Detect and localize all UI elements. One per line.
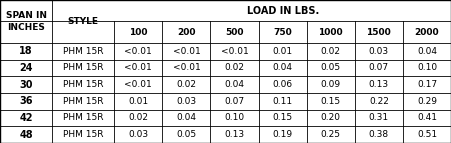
Text: PHM 15R: PHM 15R [63,80,103,89]
Text: PHM 15R: PHM 15R [63,63,103,72]
Text: 0.05: 0.05 [321,63,341,72]
Text: 0.01: 0.01 [128,97,148,106]
Text: STYLE: STYLE [68,17,99,26]
Text: 0.11: 0.11 [272,97,293,106]
Text: 2000: 2000 [414,28,439,37]
Text: 750: 750 [273,28,292,37]
Text: SPAN IN
INCHES: SPAN IN INCHES [5,11,46,31]
Text: PHM 15R: PHM 15R [63,47,103,56]
Text: 500: 500 [225,28,244,37]
Text: 0.29: 0.29 [417,97,437,106]
Text: 100: 100 [129,28,147,37]
Text: 0.01: 0.01 [272,47,293,56]
Text: 0.03: 0.03 [128,130,148,139]
Text: <0.01: <0.01 [173,47,200,56]
Text: 0.10: 0.10 [225,114,244,122]
Text: PHM 15R: PHM 15R [63,130,103,139]
Text: 0.25: 0.25 [321,130,341,139]
Text: 1500: 1500 [367,28,391,37]
Text: 18: 18 [19,46,33,56]
Text: 0.41: 0.41 [417,114,437,122]
Text: PHM 15R: PHM 15R [63,97,103,106]
Text: 0.13: 0.13 [225,130,244,139]
Text: 0.07: 0.07 [369,63,389,72]
Text: <0.01: <0.01 [124,63,152,72]
Text: <0.01: <0.01 [124,47,152,56]
Text: 0.22: 0.22 [369,97,389,106]
Text: 0.51: 0.51 [417,130,437,139]
Text: 0.19: 0.19 [272,130,293,139]
Text: 42: 42 [19,113,33,123]
Text: <0.01: <0.01 [221,47,249,56]
Text: 0.04: 0.04 [272,63,293,72]
Text: 0.13: 0.13 [369,80,389,89]
Text: 0.02: 0.02 [176,80,197,89]
Text: LOAD IN LBS.: LOAD IN LBS. [247,6,319,16]
Text: 0.03: 0.03 [176,97,197,106]
Text: 0.20: 0.20 [321,114,341,122]
Text: 0.04: 0.04 [417,47,437,56]
Text: PHM 15R: PHM 15R [63,114,103,122]
Text: 0.07: 0.07 [225,97,244,106]
Text: 0.02: 0.02 [225,63,244,72]
Text: 0.05: 0.05 [176,130,197,139]
Text: 200: 200 [177,28,196,37]
Text: 0.06: 0.06 [272,80,293,89]
Text: <0.01: <0.01 [124,80,152,89]
Text: 24: 24 [19,63,33,73]
Text: 30: 30 [19,80,33,90]
Text: 0.02: 0.02 [128,114,148,122]
Text: 0.04: 0.04 [225,80,244,89]
Text: 1000: 1000 [318,28,343,37]
Text: 0.31: 0.31 [369,114,389,122]
Text: 0.17: 0.17 [417,80,437,89]
Text: 0.10: 0.10 [417,63,437,72]
Text: 0.15: 0.15 [321,97,341,106]
Text: 0.03: 0.03 [369,47,389,56]
Text: 0.09: 0.09 [321,80,341,89]
Text: 48: 48 [19,130,33,140]
Text: 0.15: 0.15 [272,114,293,122]
Text: 36: 36 [19,96,33,106]
Text: 0.04: 0.04 [176,114,197,122]
Text: 0.02: 0.02 [321,47,341,56]
Text: 0.38: 0.38 [369,130,389,139]
Text: <0.01: <0.01 [173,63,200,72]
